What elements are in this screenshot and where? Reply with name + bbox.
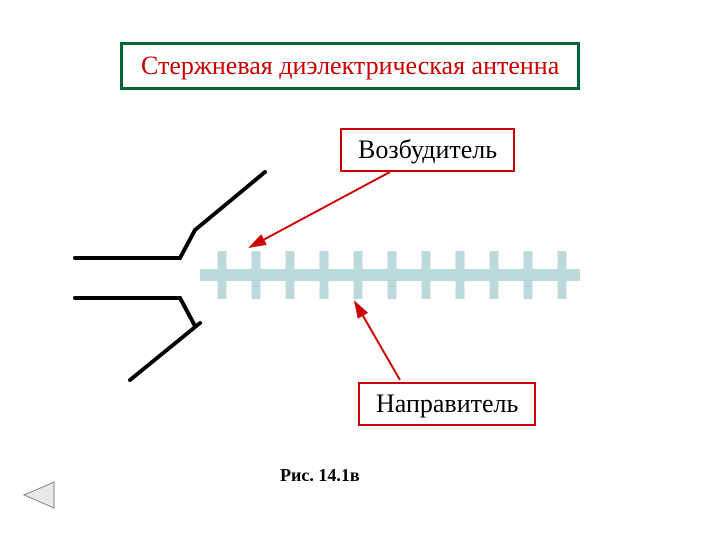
nav-back-icon [20, 480, 56, 510]
nav-back-button[interactable] [20, 480, 56, 515]
label-exciter-text: Возбудитель [358, 135, 497, 164]
label-director: Направитель [358, 382, 536, 426]
figure-caption: Рис. 14.1в [280, 465, 360, 486]
diagram-title: Стержневая диэлектрическая антенна [120, 42, 580, 90]
label-exciter: Возбудитель [340, 128, 515, 172]
title-text: Стержневая диэлектрическая антенна [141, 51, 559, 80]
caption-text: Рис. 14.1в [280, 465, 360, 485]
label-director-text: Направитель [376, 389, 518, 418]
rod-director [200, 251, 580, 299]
